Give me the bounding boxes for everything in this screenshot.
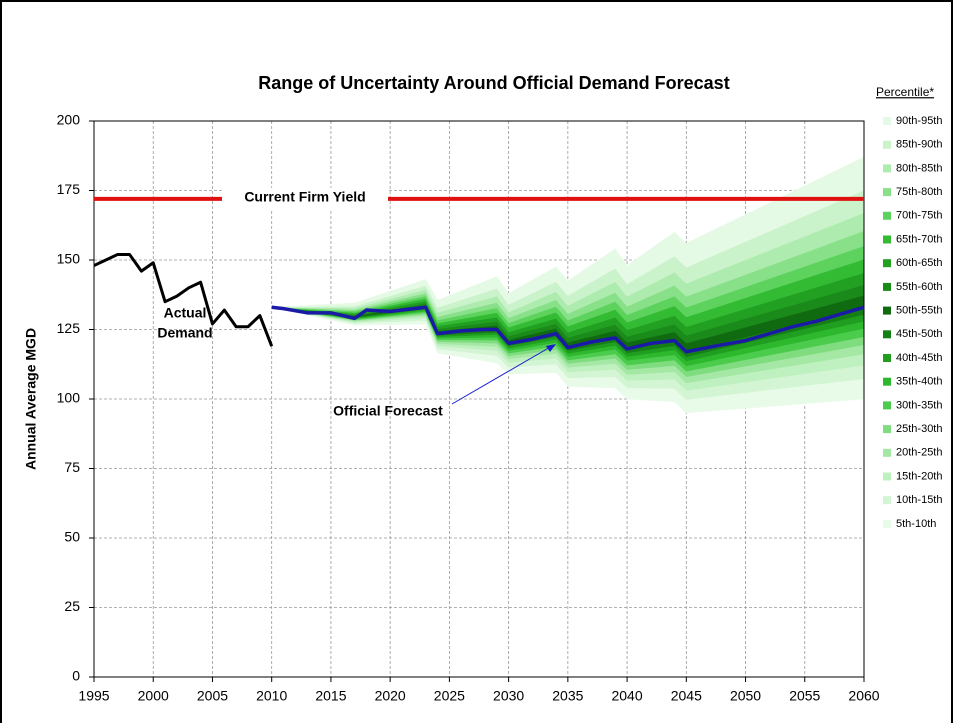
legend-label: 80th-85th	[896, 162, 942, 174]
y-tick-label: 125	[57, 320, 81, 336]
y-tick-label: 150	[57, 251, 81, 267]
legend-label: 70th-75th	[896, 210, 942, 222]
actual-demand-label: Demand	[157, 325, 212, 341]
y-tick-label: 175	[57, 181, 81, 197]
legend-title: Percentile*	[876, 85, 934, 99]
legend-swatch	[883, 330, 891, 339]
actual-demand-line	[93, 252, 274, 347]
forecast-line	[271, 305, 865, 354]
legend-label: 5th-10th	[896, 518, 936, 530]
legend-swatch	[883, 140, 891, 149]
legend-swatch	[883, 401, 891, 410]
x-tick-label: 1995	[78, 688, 109, 704]
x-tick-label: 2010	[256, 688, 287, 704]
legend-swatch	[883, 188, 891, 197]
y-tick-label: 100	[57, 390, 81, 406]
legend-label: 90th-95th	[896, 115, 942, 127]
legend-label: 20th-25th	[896, 447, 942, 459]
legend-swatch	[883, 377, 891, 386]
legend-swatch	[883, 425, 891, 434]
legend-label: 60th-65th	[896, 257, 942, 269]
x-tick-label: 2025	[434, 688, 465, 704]
legend-label: 85th-90th	[896, 139, 942, 151]
plot-frame	[93, 120, 865, 678]
forecast-arrowhead	[546, 344, 556, 352]
y-tick-label: 0	[72, 668, 80, 684]
x-tick-label: 2020	[375, 688, 406, 704]
y-axis-label: Annual Average MGD	[23, 328, 39, 470]
legend-swatch	[883, 211, 891, 220]
x-tick-label: 2060	[848, 688, 879, 704]
legend-label: 45th-50th	[896, 328, 942, 340]
x-tick-label: 2005	[197, 688, 228, 704]
actual-demand-label: Actual	[164, 305, 207, 321]
x-tick-label: 2030	[493, 688, 524, 704]
legend-label: 35th-40th	[896, 376, 942, 388]
legend-swatch	[883, 117, 891, 125]
legend-swatch	[883, 496, 891, 505]
legend-swatch	[883, 259, 891, 268]
label-background	[222, 187, 388, 210]
y-tick-label: 75	[64, 459, 80, 475]
legend-label: 55th-60th	[896, 281, 942, 293]
chart-title: Range of Uncertainty Around Official Dem…	[258, 73, 729, 93]
legend-swatch	[883, 519, 891, 528]
legend-swatch	[883, 235, 891, 244]
legend-label: 50th-55th	[896, 305, 942, 317]
x-tick-label: 2040	[611, 688, 642, 704]
legend-label: 25th-30th	[896, 423, 942, 435]
y-tick-label: 200	[57, 112, 81, 128]
legend-label: 30th-35th	[896, 399, 942, 411]
legend-swatch	[883, 472, 891, 481]
x-tick-label: 2050	[730, 688, 761, 704]
forecast-label: Official Forecast	[333, 403, 443, 419]
legend-label: 15th-20th	[896, 470, 942, 482]
legend-swatch	[883, 282, 891, 291]
x-tick-label: 2000	[138, 688, 169, 704]
legend-label: 75th-80th	[896, 186, 942, 198]
firm-yield-label: Current Firm Yield	[244, 189, 365, 205]
legend-swatch	[883, 448, 891, 457]
y-tick-label: 25	[64, 598, 80, 614]
legend-label: 40th-45th	[896, 352, 942, 364]
x-tick-label: 2055	[789, 688, 820, 704]
x-tick-label: 2045	[671, 688, 702, 704]
y-tick-label: 50	[64, 529, 80, 545]
x-tick-label: 2035	[552, 688, 583, 704]
forecast-arrow	[451, 345, 553, 405]
legend-swatch	[883, 354, 891, 362]
legend-swatch	[883, 164, 891, 173]
x-tick-label: 2015	[315, 688, 346, 704]
legend-label: 10th-15th	[896, 494, 942, 506]
legend-swatch	[883, 306, 891, 315]
legend-label: 65th-70th	[896, 233, 942, 245]
